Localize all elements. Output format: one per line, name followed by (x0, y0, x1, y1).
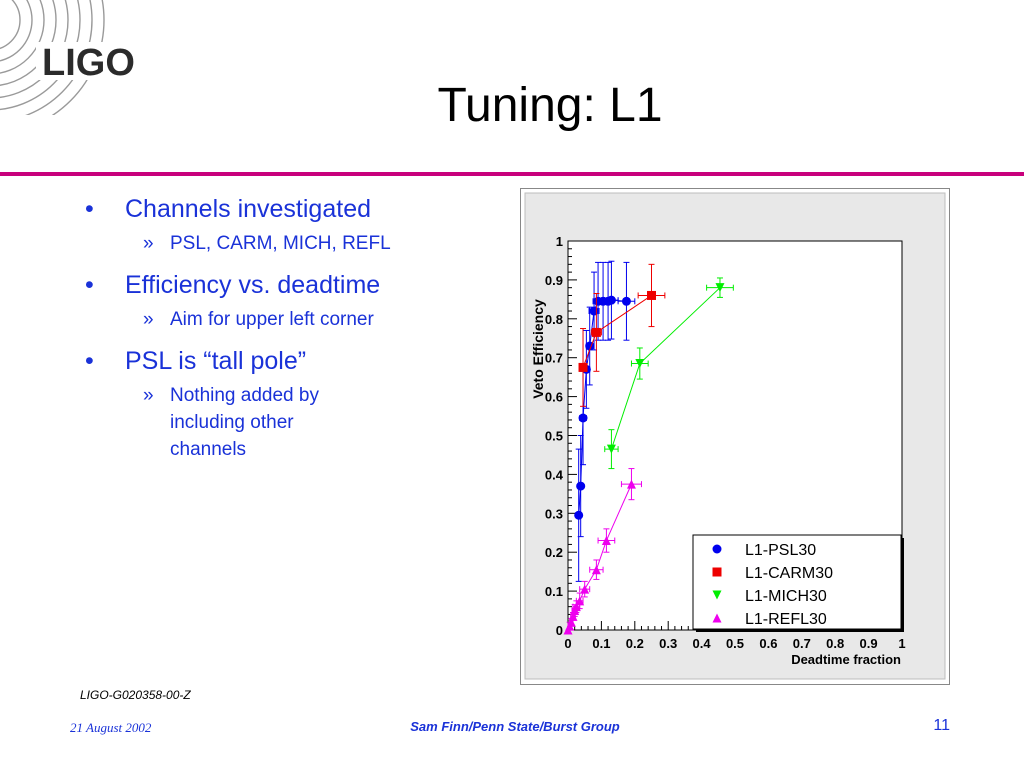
sub-bullet-text: Aim for upper left corner (170, 309, 374, 330)
y-tick-label: 0.1 (545, 584, 563, 599)
footer-author: Sam Finn/Penn State/Burst Group (410, 719, 620, 734)
series-l1-refl30 (563, 468, 642, 635)
bullet-item: • Efficiency vs. deadtime (85, 271, 485, 300)
x-tick-label: 0.7 (793, 636, 811, 651)
sub-bullet-marker: » (143, 309, 154, 330)
y-tick-label: 1 (556, 234, 563, 249)
legend-label: L1-MICH30 (745, 588, 827, 605)
bullet-marker: • (85, 195, 94, 223)
data-point (635, 359, 645, 369)
x-tick-label: 0.5 (726, 636, 744, 651)
bullet-text: PSL is “tall pole” (125, 347, 307, 375)
x-tick-label: 0.2 (626, 636, 644, 651)
data-point (715, 283, 725, 293)
sub-bullet-marker: » (143, 233, 154, 254)
slide-title: Tuning: L1 (437, 79, 663, 132)
document-id: LIGO-G020358-00-Z (80, 688, 191, 702)
y-tick-label: 0.4 (545, 467, 564, 482)
y-tick-label: 0.9 (545, 273, 563, 288)
data-point (576, 481, 586, 491)
sub-bullet-marker: » (143, 385, 154, 406)
legend-marker (712, 544, 722, 554)
ligo-logo-arcs-icon (0, 0, 105, 135)
efficiency-deadtime-chart: 0 0.1 0.2 0.3 0.4 0.5 0.6 0.7 0.8 0.9 1 0 0.1 0.2 0.3 0… (524, 192, 946, 680)
y-tick-label: 0.8 (545, 312, 563, 327)
data-point (589, 306, 599, 316)
data-point (621, 296, 631, 306)
chart-legend: L1-PSL30 L1-CARM30 L1-MICH30 L1-REFL30 (692, 534, 904, 632)
x-tick-label: 0.4 (693, 636, 712, 651)
footer-date: 21 August 2002 (70, 720, 152, 735)
ligo-logo: LIGO (0, 0, 170, 135)
title-divider (0, 172, 1024, 176)
chart-series (563, 260, 734, 635)
data-point (566, 617, 576, 627)
data-point (574, 510, 584, 520)
data-point (601, 536, 611, 546)
y-tick-label: 0.3 (545, 506, 563, 521)
y-axis-label: Veto Efficiency (530, 299, 546, 399)
x-tick-label: 0.9 (860, 636, 878, 651)
y-tick-label: 0.2 (545, 545, 563, 560)
sub-bullet-item: » PSL, CARM, MICH, REFL (85, 230, 485, 257)
x-tick-label: 0 (564, 636, 571, 651)
data-point (591, 565, 601, 575)
legend-marker (712, 567, 722, 577)
sub-bullet-text: PSL, CARM, MICH, REFL (170, 233, 391, 254)
data-point (606, 444, 616, 454)
series-l1-mich30 (604, 277, 734, 470)
data-point (606, 295, 616, 305)
bullet-item: • PSL is “tall pole” (85, 347, 485, 376)
page-number: 11 (933, 717, 950, 734)
chart-axes: 0 0.1 0.2 0.3 0.4 0.5 0.6 0.7 0.8 0.9 1 0 0.1 0.2 0.3 0… (545, 234, 906, 651)
y-tick-label: 0.6 (545, 390, 563, 405)
legend-marker (712, 590, 722, 600)
legend-marker (712, 613, 722, 623)
bullet-marker: • (85, 347, 94, 375)
data-point (578, 413, 588, 423)
data-point (575, 596, 585, 606)
x-tick-label: 1 (898, 636, 905, 651)
x-tick-label: 0.3 (659, 636, 677, 651)
legend-label: L1-CARM30 (745, 565, 833, 582)
x-tick-label: 0.8 (826, 636, 844, 651)
legend-label: L1-REFL30 (745, 611, 827, 628)
sub-bullet-item: » Aim for upper left corner (85, 306, 485, 333)
logo-text: LIGO (42, 42, 135, 84)
bullet-text: Efficiency vs. deadtime (125, 271, 381, 299)
bullet-text: Channels investigated (125, 195, 371, 223)
data-point (591, 327, 601, 337)
data-point (626, 479, 636, 489)
bullet-item: • Channels investigated (85, 195, 485, 224)
series-l1-carm30 (578, 263, 666, 407)
x-tick-label: 0.6 (759, 636, 777, 651)
y-tick-label: 0 (556, 623, 563, 638)
legend-label: L1-PSL30 (745, 542, 816, 559)
sub-bullet-text: Nothing added by including other channel… (170, 385, 319, 460)
x-axis-label: Deadtime fraction (791, 652, 901, 667)
data-point (580, 584, 590, 594)
y-tick-label: 0.5 (545, 429, 563, 444)
sub-bullet-item: » Nothing added by including other chann… (85, 382, 370, 463)
data-point (647, 290, 656, 300)
legend-box (692, 534, 902, 630)
x-tick-label: 0.1 (592, 636, 610, 651)
bullet-list: • Channels investigated » PSL, CARM, MIC… (85, 195, 485, 477)
chart-frame: 0 0.1 0.2 0.3 0.4 0.5 0.6 0.7 0.8 0.9 1 0 0.1 0.2 0.3 0… (520, 188, 950, 685)
bullet-marker: • (85, 271, 94, 299)
data-point (578, 362, 588, 372)
y-tick-label: 0.7 (545, 351, 563, 366)
